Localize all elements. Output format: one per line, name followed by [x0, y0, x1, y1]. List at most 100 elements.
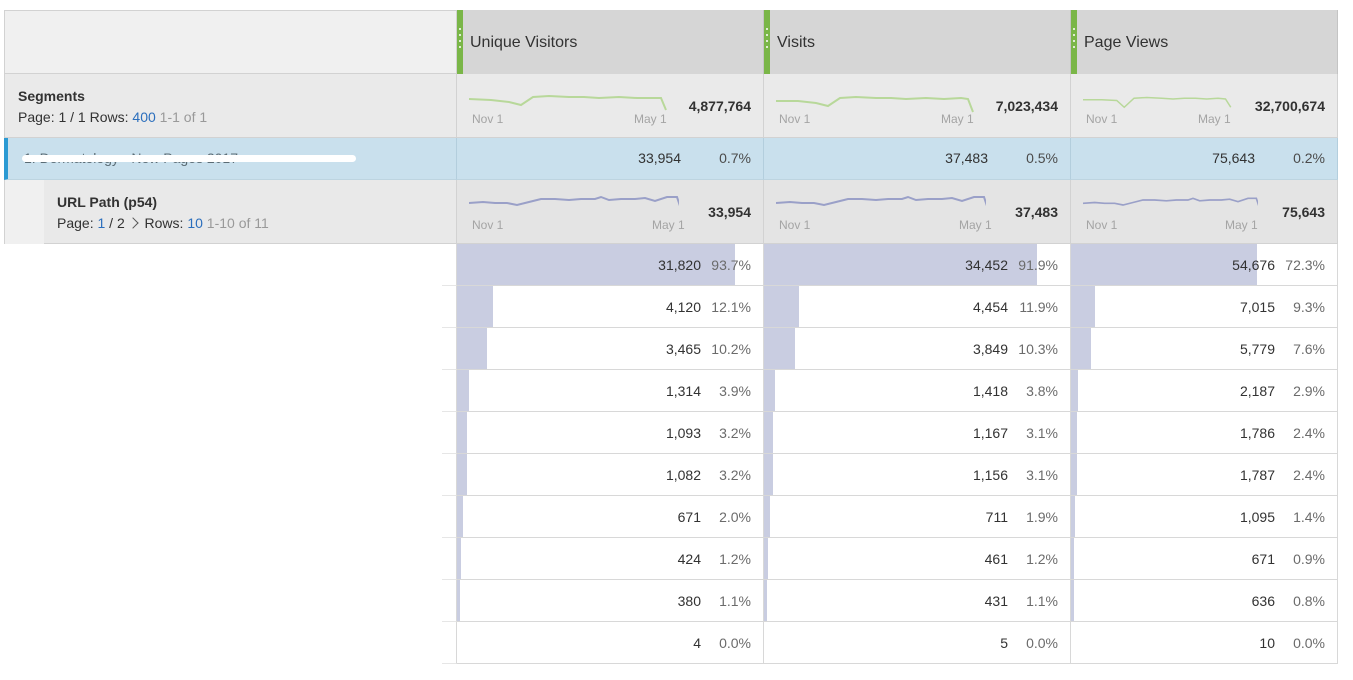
- percent-bar: [764, 454, 774, 495]
- column-drag-handle[interactable]: [1071, 10, 1077, 74]
- metric-cell[interactable]: 1,787 2.4%: [1071, 454, 1338, 496]
- metric-percent: 0.0%: [719, 635, 751, 651]
- freeform-table: Unique Visitors Visits Page Views Segmen…: [4, 10, 1338, 666]
- metric-value: 636: [1251, 593, 1275, 609]
- metric-cell[interactable]: 5,779 7.6%: [1071, 328, 1338, 370]
- metric-cell[interactable]: 10 0.0%: [1071, 622, 1338, 664]
- segment-row-value-cell[interactable]: 37,483 0.5%: [764, 138, 1071, 180]
- column-title: Page Views: [1084, 34, 1169, 51]
- header-corner: [4, 10, 457, 74]
- sparkline-end-label: May 1: [652, 218, 685, 232]
- rows-per-page-link[interactable]: 400: [132, 109, 156, 125]
- dimension-total-value: 37,483: [1015, 204, 1058, 220]
- dimension-header: URL Path (p54) Page: 1 / 2 Rows: 10 1-10…: [44, 180, 457, 244]
- metric-cell[interactable]: 4,454 11.9%: [764, 286, 1071, 328]
- sparkline-end-label: May 1: [1225, 218, 1258, 232]
- table-row[interactable]: 3,465 10.2% 3,849 10.3% 5,779 7.6%: [4, 328, 1338, 370]
- metric-cell[interactable]: 2,187 2.9%: [1071, 370, 1338, 412]
- table-row[interactable]: 424 1.2% 461 1.2% 671 0.9%: [4, 538, 1338, 580]
- metric-cell[interactable]: 671 0.9%: [1071, 538, 1338, 580]
- percent-bar: [1071, 580, 1074, 621]
- segment-row-value-cell[interactable]: 33,954 0.7%: [457, 138, 764, 180]
- metric-cell[interactable]: 7,015 9.3%: [1071, 286, 1338, 328]
- metric-cell[interactable]: 1,095 1.4%: [1071, 496, 1338, 538]
- metric-percent: 3.9%: [719, 383, 751, 399]
- metric-cell[interactable]: 1,082 3.2%: [457, 454, 764, 496]
- metric-cell[interactable]: 3,849 10.3%: [764, 328, 1071, 370]
- metric-value: 7,015: [1239, 299, 1275, 315]
- metric-cell[interactable]: 1,156 3.1%: [764, 454, 1071, 496]
- current-page-link[interactable]: 1: [97, 215, 106, 231]
- sparkline-trend: [1083, 96, 1232, 109]
- segments-pagination: Page: 1 / 1 Rows: 400 1-1 of 1: [18, 109, 208, 125]
- metric-cell[interactable]: 54,676 72.3%: [1071, 244, 1338, 286]
- metric-cell[interactable]: 5 0.0%: [764, 622, 1071, 664]
- segment-total-cell: Nov 1 May 1 7,023,434: [764, 74, 1071, 138]
- metric-cell[interactable]: 671 2.0%: [457, 496, 764, 538]
- table-row[interactable]: 31,820 93.7% 34,452 91.9% 54,676 72.3%: [4, 244, 1338, 286]
- metric-value: 5: [1000, 635, 1008, 651]
- column-header-unique-visitors[interactable]: Unique Visitors: [457, 10, 764, 74]
- segment-row-value-cell[interactable]: 75,643 0.2%: [1071, 138, 1338, 180]
- segment-row-selected[interactable]: 1. Dermatology - New Pages 2017: [4, 138, 457, 180]
- metric-cell[interactable]: 461 1.2%: [764, 538, 1071, 580]
- metric-cell[interactable]: 424 1.2%: [457, 538, 764, 580]
- metric-value: 75,643: [1212, 150, 1255, 166]
- percent-bar: [457, 370, 469, 411]
- metric-cell[interactable]: 1,167 3.1%: [764, 412, 1071, 454]
- metric-cell[interactable]: 1,786 2.4%: [1071, 412, 1338, 454]
- dimension-title[interactable]: URL Path (p54): [57, 194, 158, 210]
- metric-value: 5,779: [1239, 341, 1275, 357]
- column-header-visits[interactable]: Visits: [764, 10, 1071, 74]
- segment-total-value: 7,023,434: [995, 98, 1058, 114]
- column-header-page-views[interactable]: Page Views: [1071, 10, 1338, 74]
- metric-cell[interactable]: 34,452 91.9%: [764, 244, 1071, 286]
- table-row[interactable]: 4 0.0% 5 0.0% 10 0.0%: [4, 622, 1338, 664]
- metric-cell[interactable]: 1,418 3.8%: [764, 370, 1071, 412]
- table-row[interactable]: 1,082 3.2% 1,156 3.1% 1,787 2.4%: [4, 454, 1338, 496]
- row-label-cell: [442, 496, 457, 538]
- metric-cell[interactable]: 1,093 3.2%: [457, 412, 764, 454]
- metric-percent: 72.3%: [1285, 257, 1325, 273]
- metric-cell[interactable]: 4 0.0%: [457, 622, 764, 664]
- percent-bar: [457, 412, 467, 453]
- metric-value: 1,082: [665, 467, 701, 483]
- metric-value: 461: [984, 551, 1008, 567]
- metric-value: 1,786: [1239, 425, 1275, 441]
- column-drag-handle[interactable]: [764, 10, 770, 74]
- percent-bar: [457, 496, 463, 537]
- row-range: 1-10 of 11: [206, 215, 269, 231]
- dimension-total-value: 33,954: [708, 204, 751, 220]
- sparkline-trend: [1083, 197, 1258, 206]
- metric-cell[interactable]: 31,820 93.7%: [457, 244, 764, 286]
- metric-value: 671: [677, 509, 701, 525]
- metric-percent: 2.4%: [1293, 425, 1325, 441]
- column-drag-handle[interactable]: [457, 10, 463, 74]
- metric-cell[interactable]: 4,120 12.1%: [457, 286, 764, 328]
- percent-bar: [1071, 244, 1257, 285]
- table-row[interactable]: 1,314 3.9% 1,418 3.8% 2,187 2.9%: [4, 370, 1338, 412]
- table-row[interactable]: 671 2.0% 711 1.9% 1,095 1.4%: [4, 496, 1338, 538]
- sparkline-start-label: Nov 1: [1086, 112, 1118, 126]
- next-page-icon[interactable]: [126, 217, 139, 229]
- sparkline-end-label: May 1: [959, 218, 992, 232]
- metric-cell[interactable]: 711 1.9%: [764, 496, 1071, 538]
- table-row[interactable]: 380 1.1% 431 1.1% 636 0.8%: [4, 580, 1338, 622]
- metric-cell[interactable]: 636 0.8%: [1071, 580, 1338, 622]
- rows-per-page-link[interactable]: 10: [187, 215, 203, 231]
- percent-bar: [457, 454, 467, 495]
- metric-cell[interactable]: 3,465 10.2%: [457, 328, 764, 370]
- metric-cell[interactable]: 431 1.1%: [764, 580, 1071, 622]
- metric-percent: 9.3%: [1293, 299, 1325, 315]
- metric-value: 671: [1251, 551, 1275, 567]
- dimension-pagination: Page: 1 / 2 Rows: 10 1-10 of 11: [57, 215, 269, 231]
- row-label-cell: [442, 580, 457, 622]
- percent-bar: [1071, 412, 1078, 453]
- table-row[interactable]: 1,093 3.2% 1,167 3.1% 1,786 2.4%: [4, 412, 1338, 454]
- metric-cell[interactable]: 1,314 3.9%: [457, 370, 764, 412]
- metric-cell[interactable]: 380 1.1%: [457, 580, 764, 622]
- metric-percent: 3.8%: [1026, 383, 1058, 399]
- table-row[interactable]: 4,120 12.1% 4,454 11.9% 7,015 9.3%: [4, 286, 1338, 328]
- metric-percent: 2.9%: [1293, 383, 1325, 399]
- metric-value: 3,849: [972, 341, 1008, 357]
